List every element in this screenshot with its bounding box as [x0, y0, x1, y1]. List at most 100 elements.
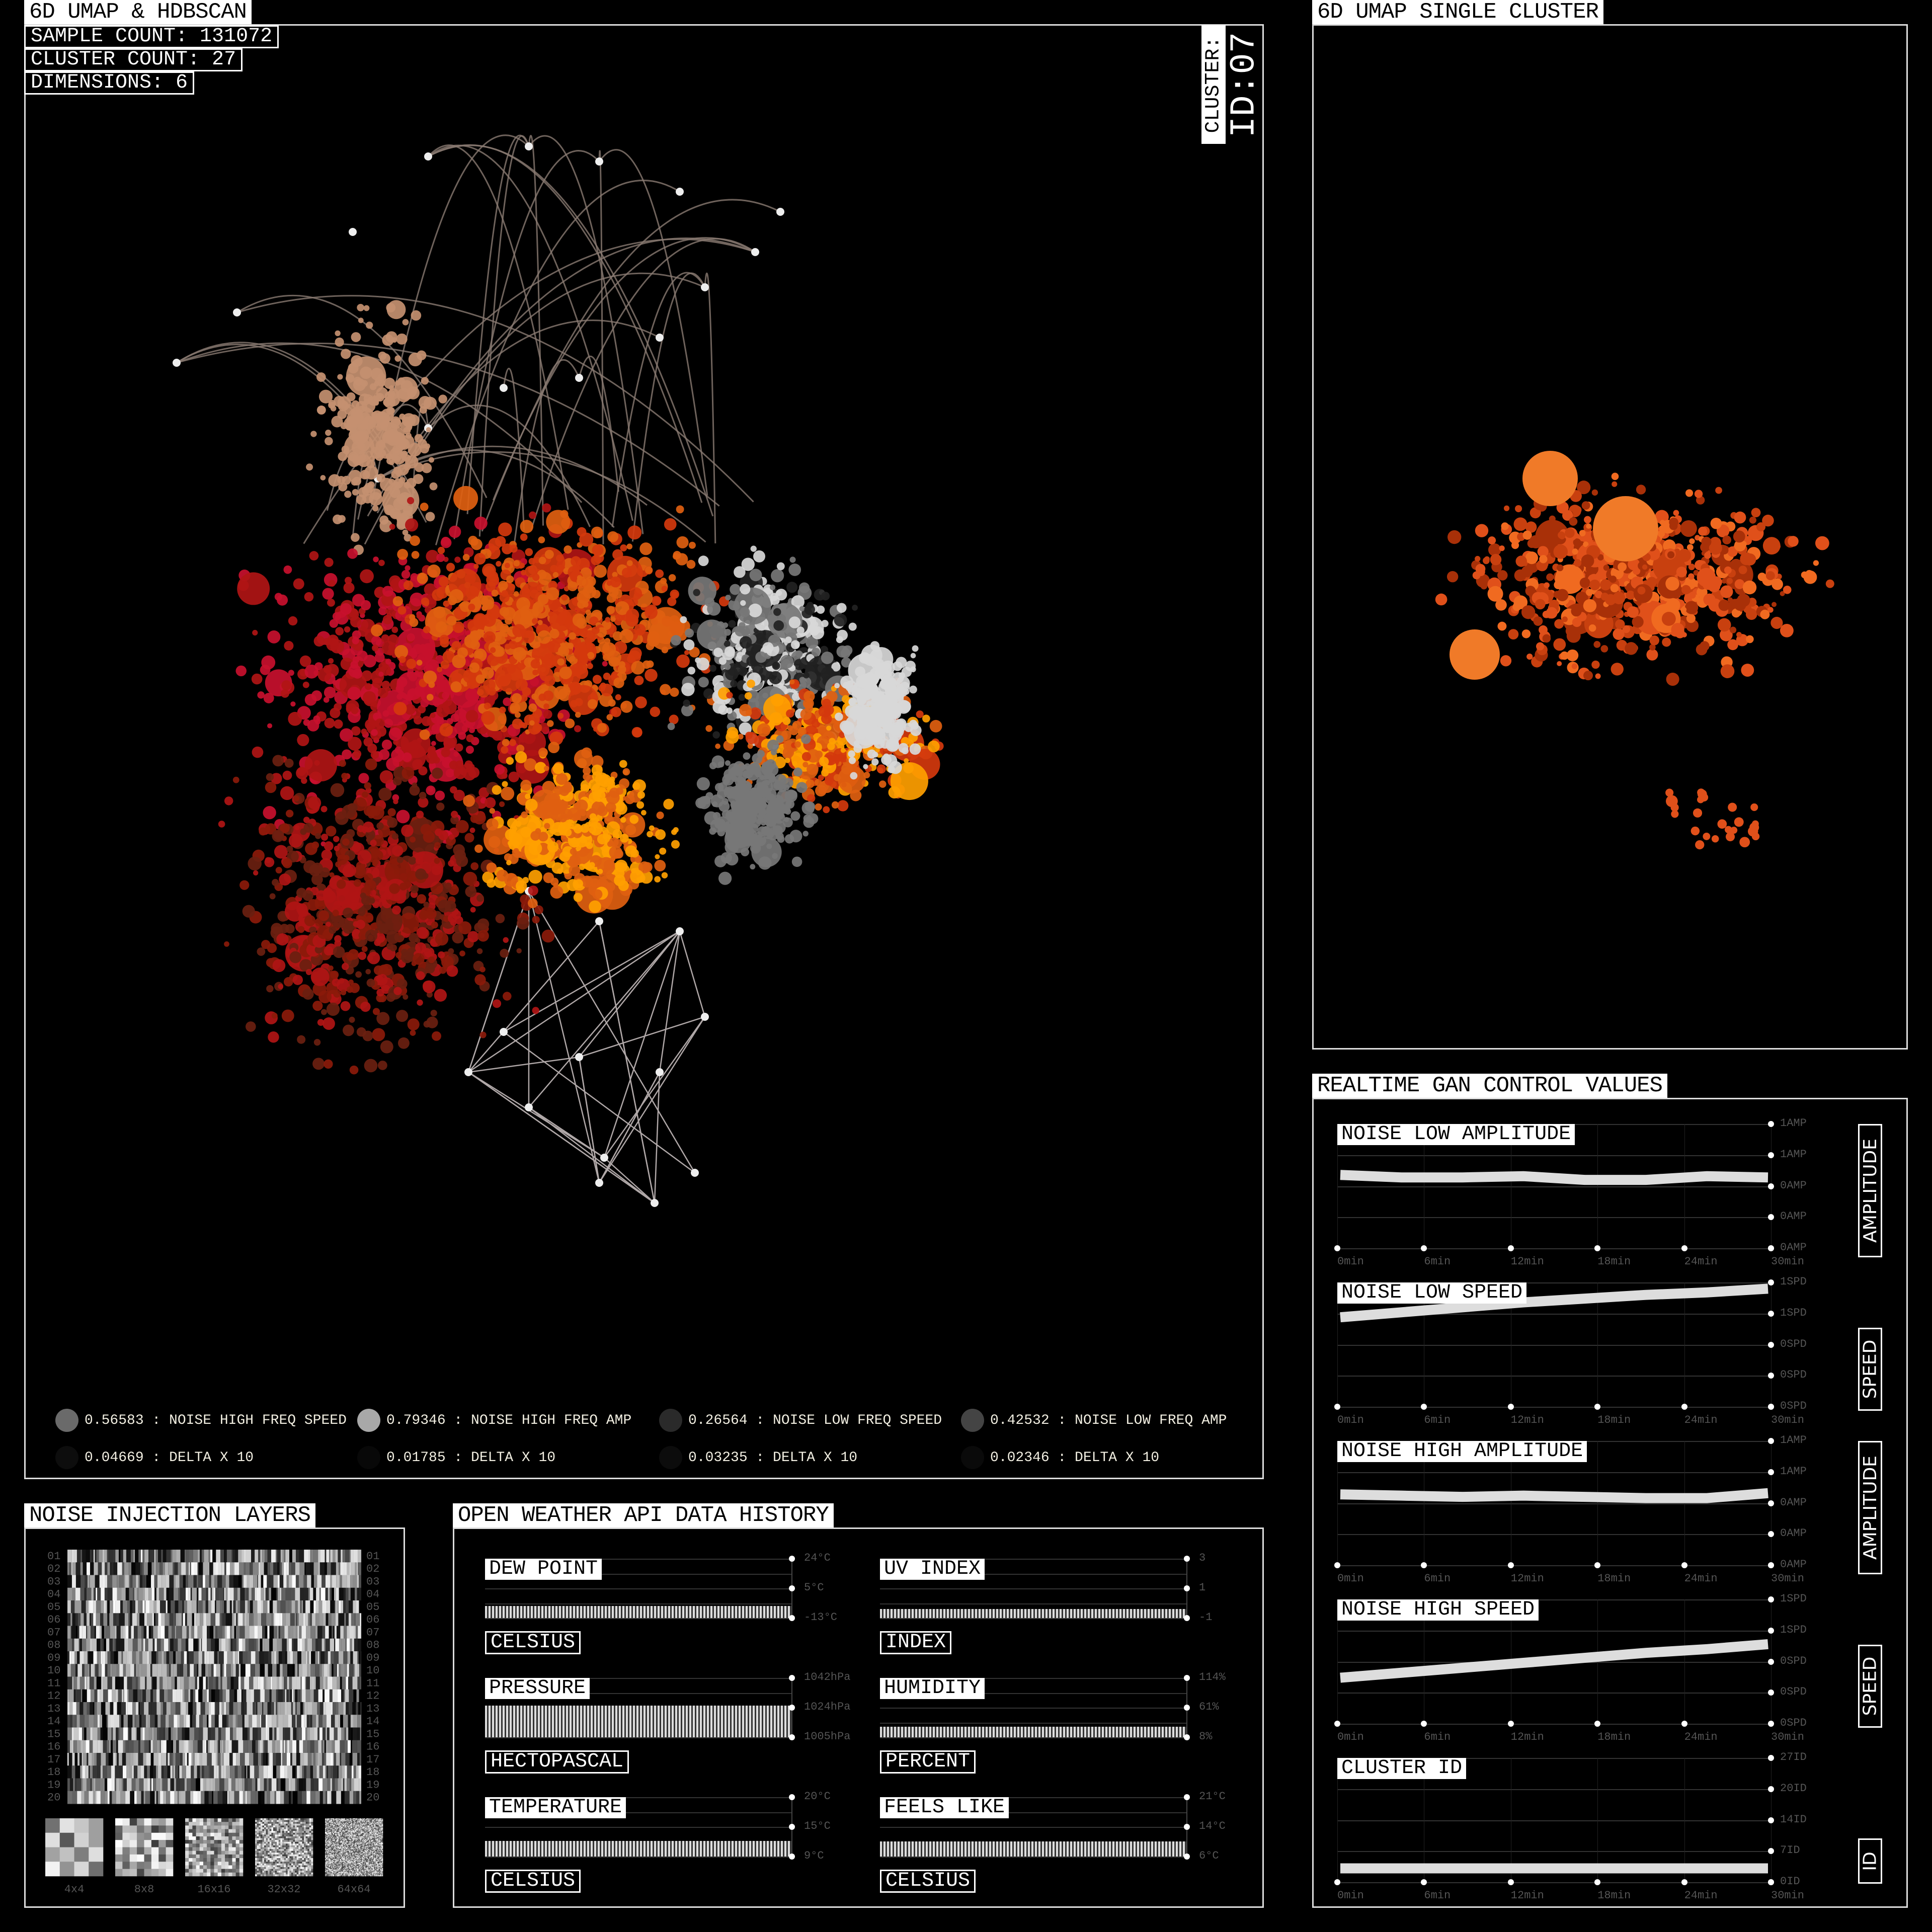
umap-point	[356, 920, 365, 929]
noise-cell	[255, 1550, 259, 1563]
cluster-point	[1741, 664, 1754, 677]
umap-point	[762, 692, 768, 699]
umap-point	[237, 572, 270, 605]
umap-point	[403, 580, 414, 591]
network-edge	[427, 144, 569, 510]
umap-point	[306, 463, 313, 471]
umap-point	[447, 913, 457, 923]
umap-point	[464, 833, 474, 843]
umap-point	[377, 441, 384, 448]
umap-point	[477, 930, 489, 942]
umap-point	[276, 933, 289, 946]
umap-point	[470, 907, 476, 913]
umap-point	[340, 1001, 351, 1011]
umap-point	[815, 785, 827, 797]
umap-point	[266, 773, 274, 781]
umap-point	[606, 606, 615, 614]
cluster-point	[1673, 510, 1679, 516]
network-edge	[598, 1072, 661, 1183]
umap-point	[416, 660, 423, 666]
umap-scatter-3d[interactable]	[26, 26, 1262, 1478]
umap-point	[264, 857, 275, 867]
umap-point	[447, 616, 457, 626]
umap-point	[763, 695, 792, 723]
noise-cell	[349, 1550, 351, 1563]
network-edge	[468, 930, 680, 1073]
umap-point	[263, 692, 274, 703]
umap-point	[516, 597, 530, 611]
cluster-point	[1680, 520, 1697, 537]
umap-point	[297, 1035, 306, 1044]
umap-point	[288, 834, 303, 848]
umap-point	[583, 766, 591, 775]
umap-point	[544, 823, 550, 829]
umap-point	[796, 782, 808, 793]
umap-point	[610, 576, 621, 588]
umap-point	[592, 675, 602, 684]
umap-point	[788, 564, 801, 576]
umap-point	[821, 652, 834, 664]
umap-point	[656, 812, 664, 820]
umap-point	[765, 763, 779, 776]
umap-point	[310, 968, 330, 986]
umap-point	[424, 396, 437, 410]
umap-point	[726, 731, 739, 744]
umap-main-panel	[24, 24, 1264, 1479]
noise-cell	[280, 1550, 283, 1563]
umap-point	[585, 609, 591, 615]
umap-point	[372, 1008, 380, 1015]
umap-point	[423, 831, 435, 843]
umap-point	[617, 665, 626, 674]
umap-point	[664, 518, 677, 531]
umap-point	[487, 729, 496, 738]
umap-point	[261, 655, 276, 670]
umap-point	[910, 653, 916, 659]
cluster-point	[1500, 655, 1512, 667]
network-node	[575, 1053, 583, 1061]
umap-point	[509, 833, 523, 846]
noise-cell	[107, 1550, 109, 1563]
umap-point	[351, 726, 361, 736]
cluster-point	[1730, 827, 1738, 834]
network-edge	[503, 367, 525, 530]
umap-point	[423, 670, 437, 684]
cluster-point	[1738, 566, 1747, 575]
umap-point	[408, 856, 417, 865]
umap-point	[396, 1010, 409, 1022]
noise-cell	[180, 1550, 185, 1563]
umap-point	[500, 623, 509, 633]
umap-point	[372, 677, 383, 688]
umap-point	[473, 564, 479, 569]
umap-point	[659, 847, 667, 855]
umap-point	[570, 682, 582, 695]
single-cluster-scatter[interactable]	[1314, 26, 1906, 1048]
umap-point	[922, 714, 930, 723]
umap-point	[552, 763, 564, 774]
umap-point	[758, 856, 772, 870]
umap-point	[543, 765, 549, 771]
umap-point	[435, 932, 449, 946]
umap-point	[487, 878, 496, 888]
umap-point	[573, 893, 583, 902]
network-edge	[578, 355, 619, 492]
umap-point	[405, 518, 419, 532]
umap-point	[391, 749, 405, 762]
umap-point	[878, 695, 886, 702]
umap-point	[372, 858, 379, 865]
noise-cell	[142, 1550, 145, 1563]
umap-point	[856, 695, 867, 705]
network-edge	[578, 1057, 600, 1183]
cluster-point	[1717, 819, 1727, 829]
umap-point	[239, 880, 250, 890]
umap-point	[399, 477, 406, 484]
noise-cell	[107, 1562, 110, 1575]
umap-point	[390, 416, 401, 427]
umap-point	[670, 589, 680, 599]
umap-point	[439, 634, 449, 645]
umap-point	[671, 840, 680, 849]
umap-point	[835, 712, 843, 721]
umap-point	[494, 764, 505, 775]
umap-point	[318, 389, 333, 404]
umap-point	[910, 666, 916, 673]
umap-point	[265, 781, 277, 793]
